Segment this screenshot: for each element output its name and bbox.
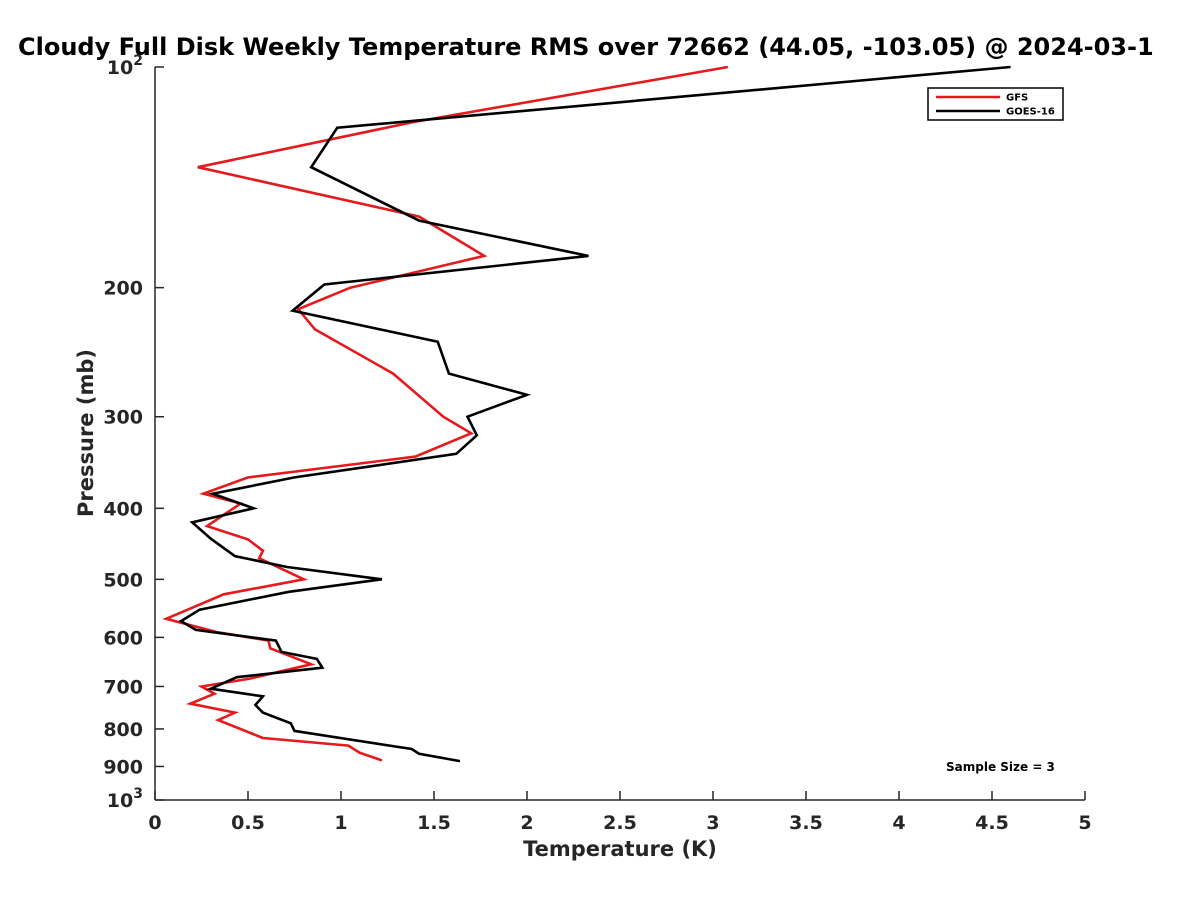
x-tick-label: 4.5: [975, 812, 1009, 834]
y-tick-label: 700: [103, 676, 143, 698]
x-tick-label: 0.5: [231, 812, 265, 834]
series-line-goes-16: [178, 65, 1011, 763]
x-tick-label: 4: [892, 812, 905, 834]
y-tick-label: 200: [103, 278, 143, 300]
x-tick-label: 2: [520, 812, 533, 834]
x-tick-label: 5: [1078, 812, 1091, 834]
x-tick-label: 1: [334, 812, 347, 834]
legend: GFS GOES-16: [927, 87, 1064, 121]
y-tick-label: 500: [103, 569, 143, 591]
y-tick-label: 600: [103, 627, 143, 649]
x-tick-label: 1.5: [417, 812, 451, 834]
plot-area: [162, 65, 1011, 763]
x-tick-label: 0: [148, 812, 161, 834]
series-line-gfs: [162, 65, 729, 762]
y-tick-label: 300: [103, 407, 143, 429]
y-tick-label: 800: [103, 719, 143, 741]
legend-label: GOES-16: [1006, 107, 1055, 118]
legend-label: GFS: [1006, 93, 1028, 104]
y-tick-label: 400: [103, 498, 143, 520]
x-ticks: 0 0.5 1 1.5 2 2.5 3 3.5 4 4.5 5: [148, 791, 1092, 834]
y-tick-label: 102: [107, 53, 143, 79]
y-tick-label: 900: [103, 756, 143, 778]
x-tick-label: 2.5: [603, 812, 637, 834]
y-tick-label: 103: [107, 786, 143, 812]
chart-title: Cloudy Full Disk Weekly Temperature RMS …: [18, 33, 1154, 61]
x-tick-label: 3: [706, 812, 719, 834]
sample-size-annotation: Sample Size = 3: [946, 760, 1055, 774]
x-axis-label: Temperature (K): [523, 837, 717, 861]
legend-box: [927, 87, 1064, 121]
x-tick-label: 3.5: [789, 812, 823, 834]
y-ticks: 102 200 300 400 500 600 700 800 900 103: [103, 53, 164, 812]
y-axis-label: Pressure (mb): [74, 349, 98, 517]
